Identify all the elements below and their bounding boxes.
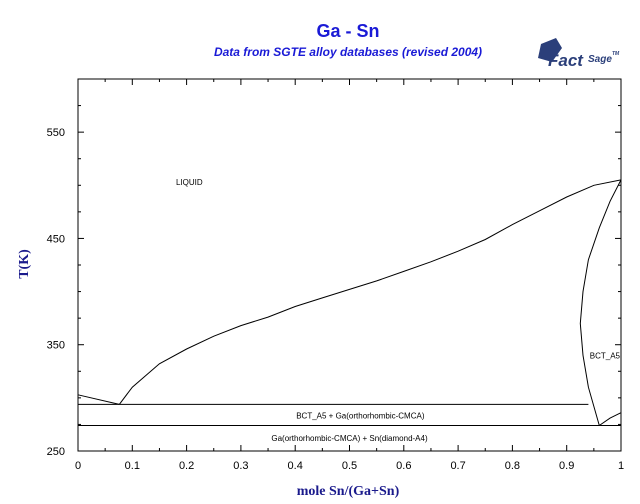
x-tick-label: 0.8 <box>505 460 520 472</box>
logo-text-main: Fact <box>548 51 584 70</box>
x-tick-label: 0.3 <box>233 460 248 472</box>
y-axis: 250 350 450 550 <box>47 78 621 458</box>
x-tick-label: 0.4 <box>288 460 303 472</box>
phase-boundary-1 <box>77 394 120 405</box>
region-label: Ga(orthorhombic-CMCA) + Sn(diamond-A4) <box>271 434 428 443</box>
logo-text-secondary: Sage <box>588 54 612 65</box>
x-axis: 0 0.1 0.2 0.3 0.4 0.5 0.6 0.7 0.8 0.9 1 <box>75 79 624 472</box>
x-tick-label: 0.2 <box>179 460 194 472</box>
x-tick-label: 0.7 <box>450 460 465 472</box>
x-tick-label: 0 <box>75 460 81 472</box>
y-tick-label: 250 <box>47 446 65 458</box>
logo-mark-icon <box>538 38 562 62</box>
y-tick-label: 550 <box>47 127 65 139</box>
phase-boundary-2 <box>118 179 622 405</box>
x-tick-label: 0.5 <box>342 460 357 472</box>
x-tick-label: 0.6 <box>396 460 411 472</box>
x-tick-label: 0.9 <box>559 460 574 472</box>
x-tick-label: 0.1 <box>125 460 140 472</box>
y-tick-label: 350 <box>47 340 65 352</box>
region-label: LIQUID <box>176 178 203 187</box>
plot-frame <box>77 78 622 452</box>
phase-boundary-4 <box>599 412 622 426</box>
factsage-logo: Fact Sage TM <box>538 38 620 70</box>
region-label: BCT_A5 + Ga(orthorhombic-CMCA) <box>296 411 425 420</box>
phase-boundary-3 <box>579 179 622 426</box>
y-axis-label: T(K) <box>17 249 32 279</box>
region-label: BCT_A5 <box>590 351 621 360</box>
x-tick-label: 1 <box>618 460 624 472</box>
phase-boundaries <box>77 179 622 426</box>
region-labels: LIQUID BCT_A5 BCT_A5 + Ga(orthorhombic-CMC… <box>176 178 621 443</box>
chart-subtitle: Data from SGTE alloy databases (revised … <box>214 45 482 59</box>
chart-title: Ga - Sn <box>316 21 379 41</box>
logo-trademark: TM <box>612 51 620 57</box>
x-axis-label: mole Sn/(Ga+Sn) <box>297 484 400 499</box>
y-tick-label: 450 <box>47 233 65 245</box>
